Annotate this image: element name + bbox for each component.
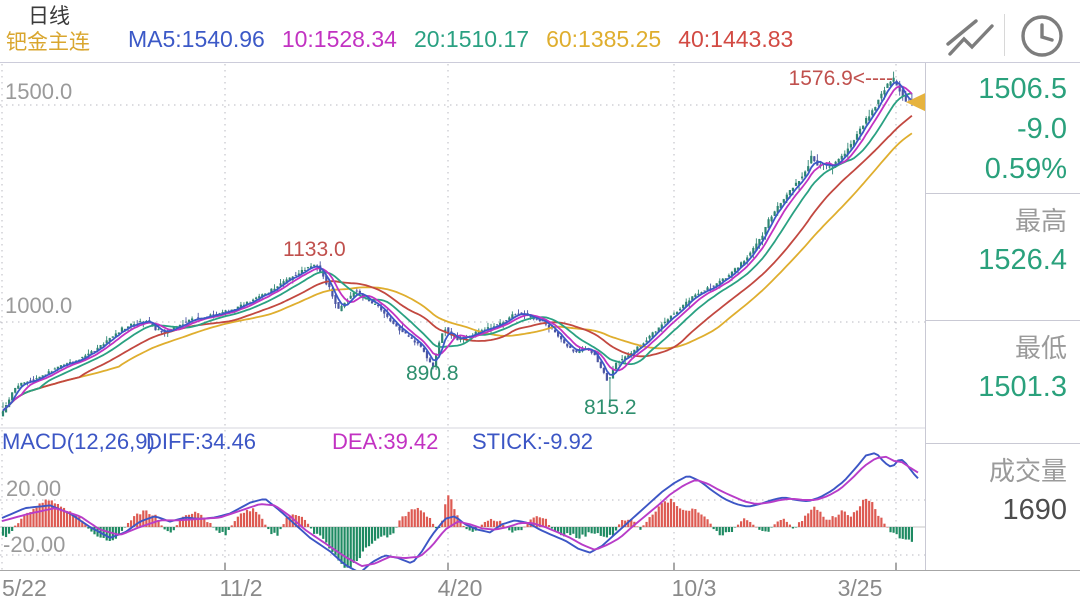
macd-params-label: MACD(12,26,9): [2, 429, 155, 454]
ma-legend-value: 20:1510.17: [413, 26, 530, 52]
clock-icon[interactable]: [1021, 15, 1063, 57]
x-axis-tick-label: 3/25: [837, 575, 883, 601]
volume-label: 成交量: [988, 456, 1067, 486]
x-axis: 5/22 11/2 4/20 10/3 3/25: [0, 571, 1080, 608]
x-axis-tick-label: 11/2: [219, 575, 263, 601]
price-annotation: 890.8: [406, 362, 459, 385]
macd-diff-value: DIFF:34.46: [146, 429, 257, 454]
macd-dea-value: DEA:39.42: [332, 429, 439, 454]
x-axis-tick-label: 4/20: [437, 575, 483, 601]
current-price-arrow-icon: [906, 93, 925, 112]
y-axis-label-1500: 1500.0: [5, 79, 73, 104]
ma-legend-value: 10:1528.34: [281, 26, 397, 52]
high-section[interactable]: 最高 1526.4: [926, 193, 1080, 320]
price-annotation: 1133.0: [283, 238, 346, 261]
macd-stick-value: STICK:-9.92: [472, 429, 594, 454]
macd-axis-label-minus20: -20.00: [3, 532, 66, 557]
volume-section[interactable]: 成交量 1690: [926, 443, 1080, 570]
ma-legend-value: MA5:1540.96: [128, 26, 265, 52]
price-annotation: 1576.9<----: [788, 67, 893, 90]
high-value: 1526.4: [978, 244, 1067, 276]
macd-axis-label-plus20: 20.00: [6, 476, 62, 501]
low-section[interactable]: 最低 1501.3: [926, 320, 1080, 443]
ma-legend-value: 40:1443.83: [678, 26, 794, 52]
ma-legend: MA5:1540.96 10:1528.34 20:1510.17 60:1385.2…: [128, 26, 810, 53]
trend-lines-icon[interactable]: [946, 19, 994, 56]
symbol-name[interactable]: 钯金主连: [6, 31, 90, 54]
low-value: 1501.3: [978, 371, 1067, 403]
volume-value: 1690: [1002, 494, 1067, 526]
chart-header: 日线 钯金主连 MA5:1540.96 10:1528.34 20:1510.17 6…: [0, 0, 1080, 63]
low-label: 最低: [1014, 333, 1067, 363]
price-annotation: 815.2: [584, 396, 637, 419]
change-percent: 0.59%: [984, 153, 1067, 185]
quote-price-section[interactable]: 1506.5 -9.0 0.59%: [926, 62, 1080, 193]
candlestick-macd-chart[interactable]: [0, 0, 925, 570]
x-axis-tick-label: 5/22: [2, 575, 47, 601]
ma-legend-value: 60:1385.25: [546, 26, 662, 52]
x-axis-tick-label: 10/3: [671, 575, 717, 601]
y-axis-label-1000: 1000.0: [5, 293, 73, 318]
quote-panel: 1506.5 -9.0 0.59% 最高 1526.4 最低 1501.3 成交…: [925, 62, 1080, 571]
header-toolbar: [942, 6, 1072, 60]
toolbar-divider: [1004, 14, 1005, 56]
instrument-block[interactable]: 日线 钯金主连: [6, 4, 90, 56]
high-label: 最高: [1014, 206, 1067, 236]
price-change: -9.0: [1017, 113, 1067, 145]
period-label[interactable]: 日线: [28, 5, 70, 28]
chart-area[interactable]: 1500.0 1000.0 MACD(12,26,9) DIFF:34.46 D…: [0, 0, 925, 570]
last-price: 1506.5: [978, 73, 1067, 105]
toolbar-icons: [946, 15, 1063, 57]
chart-bottom-axis-line: [0, 570, 1080, 571]
